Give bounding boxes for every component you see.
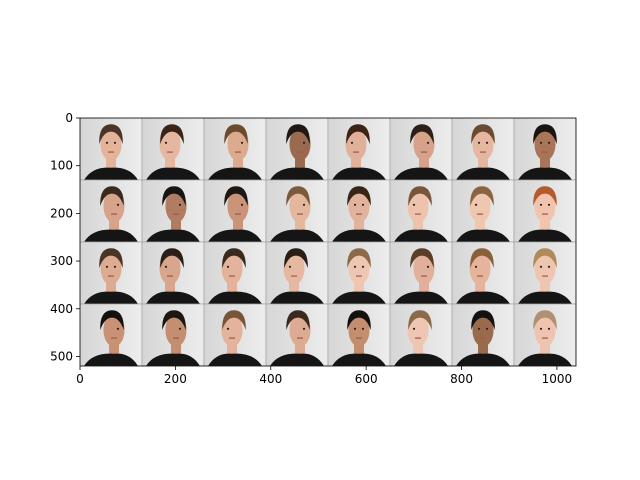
y-tick-label: 300 (50, 254, 73, 268)
face-tile (203, 179, 267, 243)
y-tick-label: 200 (50, 206, 73, 220)
face-tile (513, 179, 576, 243)
face-tile (141, 179, 205, 243)
face-tile (203, 303, 267, 366)
face-tile (265, 179, 329, 243)
face-tile (451, 118, 515, 181)
y-tick-label: 400 (50, 302, 73, 316)
face-tile (141, 241, 205, 305)
face-tile (141, 118, 205, 181)
x-tick-label: 0 (76, 372, 84, 386)
face-tile (513, 303, 576, 366)
face-tile (203, 118, 267, 181)
x-tick-label: 600 (355, 372, 378, 386)
face-tile (389, 118, 453, 181)
face-tile (327, 303, 391, 366)
face-tile (265, 241, 329, 305)
x-tick-label: 1000 (542, 372, 573, 386)
y-tick-label: 0 (65, 111, 73, 125)
face-tile (327, 118, 391, 181)
x-tick-label: 200 (164, 372, 187, 386)
x-axis: 0 200 400 600 800 1000 (76, 366, 572, 386)
y-axis: 0 100 200 300 400 500 (50, 111, 80, 363)
face-tile (451, 241, 515, 305)
y-tick-label: 100 (50, 159, 73, 173)
face-tile (141, 303, 205, 366)
image-grid (80, 118, 576, 366)
face-tile (451, 303, 515, 366)
face-tile (451, 179, 515, 243)
face-tile (203, 241, 267, 305)
axes-frame (79, 117, 577, 367)
face-tile (513, 118, 576, 181)
face-tile (327, 241, 391, 305)
x-tick-label: 400 (259, 372, 282, 386)
face-tile (80, 118, 143, 181)
face-tile (265, 118, 329, 181)
face-tile (513, 241, 576, 305)
face-tile (389, 303, 453, 366)
y-tick-label: 500 (50, 349, 73, 363)
face-tile (80, 241, 143, 305)
face-tile (265, 303, 329, 366)
x-tick-label: 800 (450, 372, 473, 386)
face-tile (389, 241, 453, 305)
face-tile (80, 303, 143, 366)
face-tile (327, 179, 391, 243)
face-tile (80, 179, 143, 243)
face-tile (389, 179, 453, 243)
